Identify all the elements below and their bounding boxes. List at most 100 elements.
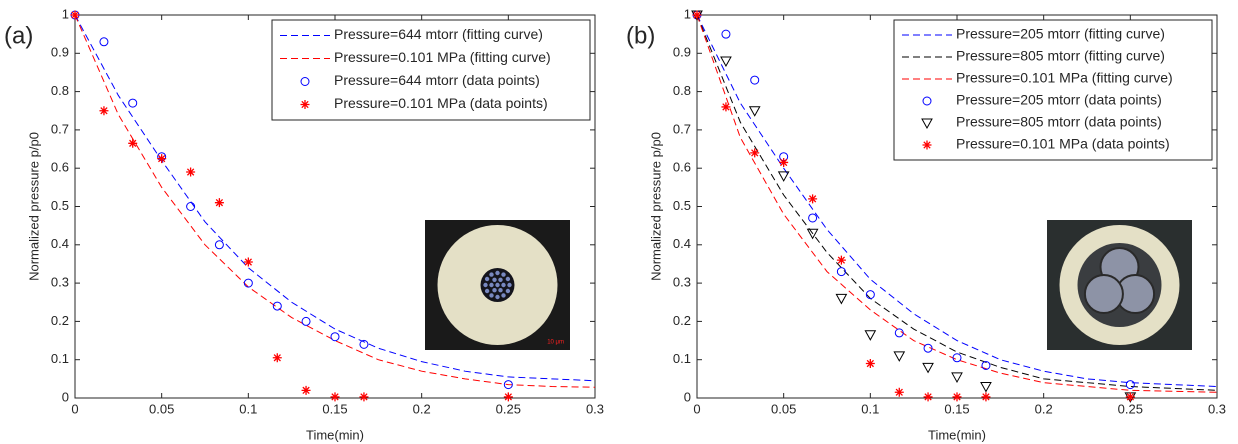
y-tick-label: 0 [684,389,691,404]
x-axis-label: Time(min) [928,427,986,442]
y-tick-label: 0.7 [51,121,69,136]
inset-hole [505,288,511,294]
data-point [330,332,340,342]
data-point [330,392,340,402]
x-tick-label: 0.15 [944,401,969,416]
data-point [721,29,731,39]
data-point [243,278,253,288]
x-axis-label: Time(min) [306,427,364,442]
legend-label: Pressure=805 mtorr (fitting curve) [956,48,1165,64]
data-point [503,380,513,390]
y-tick-label: 0.8 [51,83,69,98]
x-tick-label: 0.25 [1118,401,1143,416]
legend-swatch [922,140,932,150]
data-point [99,37,109,47]
data-point [951,372,963,383]
x-tick-label: 0 [71,401,78,416]
inset-hole [507,282,512,288]
legend-label: Pressure=205 mtorr (fitting curve) [956,26,1165,42]
legend-label: Pressure=0.101 MPa (fitting curve) [334,49,551,65]
data-point [980,382,992,393]
y-tick-label: 0.9 [673,45,691,60]
inset-hole [495,270,500,276]
data-point [894,328,904,338]
legend-swatch [921,118,933,130]
y-tick-label: 0.4 [51,236,69,251]
data-point [777,171,790,182]
data-point [301,385,311,395]
x-tick-label: 0.05 [771,401,796,416]
legend-swatch [922,96,932,106]
data-point [214,198,224,208]
data-point [186,202,196,211]
data-point [186,167,196,177]
x-tick-label: 0.3 [586,401,604,416]
data-point [836,255,846,265]
data-point [952,392,962,402]
inset-hole [492,277,497,283]
data-point [99,106,109,116]
data-point [503,392,513,402]
data-point [865,290,875,300]
data-point [864,330,877,341]
data-point [1125,380,1135,390]
data-point [923,343,933,353]
inset-hole [505,276,511,282]
y-tick-label: 0.4 [673,236,691,251]
inset-hole [492,287,497,293]
inset-hole [495,282,500,288]
inset-hole [498,277,503,283]
data-point [128,138,138,148]
data-point [272,353,282,363]
y-tick-label: 0.1 [51,351,69,366]
y-tick-label: 1 [684,6,691,21]
x-tick-label: 0.05 [149,401,174,416]
inset-hole [498,287,503,293]
inset-hole [484,276,490,282]
inset-hole [489,282,494,288]
data-point [922,362,934,374]
data-point [981,392,991,402]
y-tick-label: 0.9 [51,45,69,60]
legend-swatch [300,77,310,86]
inset-scale-label: 10 μm [547,340,564,346]
panel-label: (b) [626,22,655,49]
inset-hole [501,293,506,298]
legend-label: Pressure=0.101 MPa (data points) [956,136,1170,152]
inset-hole [501,272,506,277]
data-point [835,293,848,305]
data-point [359,339,369,349]
y-axis-label: Normalized pressure p/p0 [26,132,41,281]
data-point [721,102,731,112]
y-tick-label: 0.5 [51,198,69,213]
data-point [720,56,732,67]
y-axis-label: Normalized pressure p/p0 [648,132,663,281]
data-point [808,213,818,223]
panel-label: (a) [4,22,33,49]
y-tick-label: 0.5 [673,198,691,213]
legend-box [893,19,1213,161]
data-point [243,257,253,267]
data-point [1125,392,1135,402]
y-tick-label: 0.2 [51,313,69,328]
y-tick-label: 0.3 [51,275,69,290]
data-point [893,351,906,362]
data-point [157,154,167,164]
x-tick-label: 0.3 [1208,401,1226,416]
legend-swatch [300,100,310,109]
data-point [272,301,282,311]
y-tick-label: 0 [62,389,69,404]
legend-box [271,19,591,121]
legend-label: Pressure=805 mtorr (data points) [956,114,1162,130]
x-tick-label: 0.2 [1035,401,1053,416]
data-point [128,98,138,108]
data-point [806,228,819,240]
x-tick-label: 0.1 [239,401,257,416]
data-point [779,157,789,167]
legend-label: Pressure=0.101 MPa (data points) [334,95,548,111]
inset-hole [489,293,494,298]
y-tick-label: 0.1 [673,351,691,366]
y-tick-label: 0.2 [673,313,691,328]
legend-label: Pressure=0.101 MPa (fitting curve) [956,70,1173,86]
